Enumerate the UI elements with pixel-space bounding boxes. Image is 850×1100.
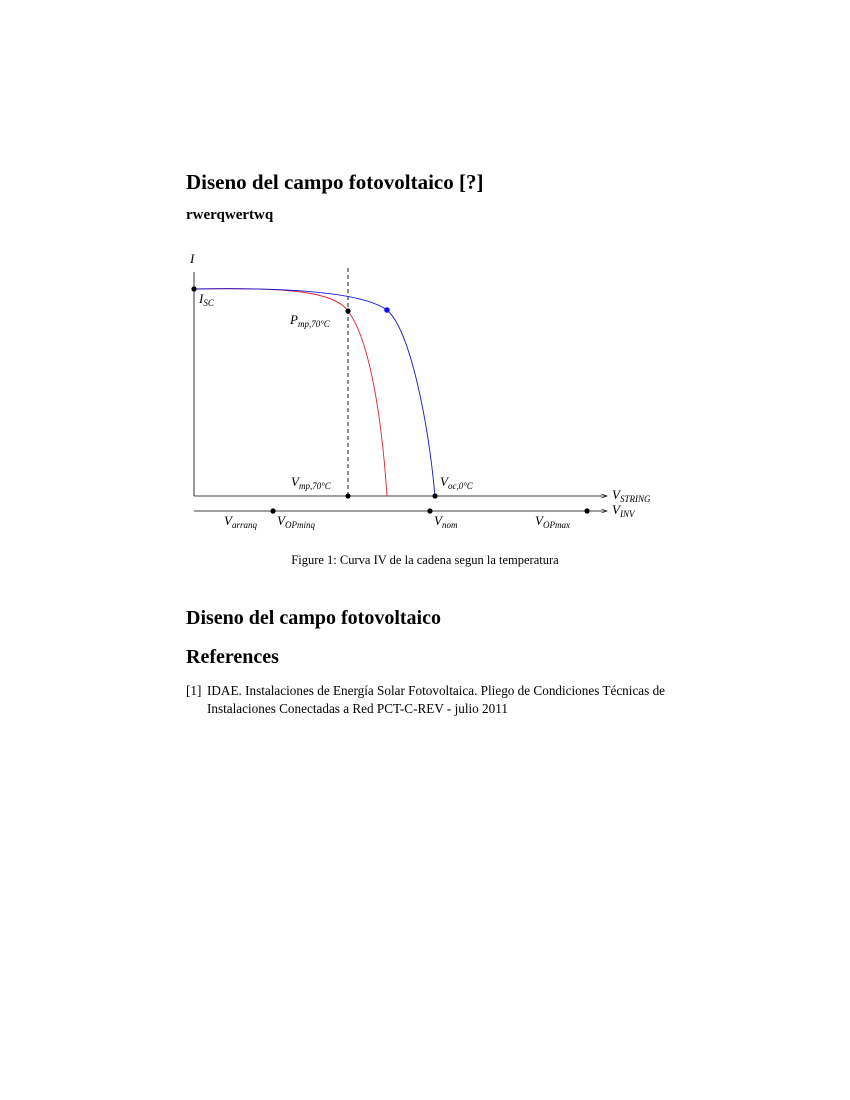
pmp0-point <box>384 307 390 313</box>
reference-entry: [1] IDAE. Instalaciones de Energía Solar… <box>0 682 850 722</box>
vopminq-point <box>270 508 276 514</box>
vopmax-point <box>584 508 590 514</box>
figure-caption: Figure 1: Curva IV de la cadena segun la… <box>291 553 559 567</box>
vopmax-label: VOPmax <box>535 513 570 530</box>
reference-text: IDAE. Instalaciones de Energía Solar Fot… <box>207 683 666 716</box>
isc-point <box>191 286 197 292</box>
voc0-point <box>432 493 438 499</box>
section-title-2: Diseno del campo fotovoltaico <box>186 607 441 629</box>
vinv-label: VINV <box>612 502 636 519</box>
pmp70-label: Pmp,70°C <box>289 312 331 329</box>
section-title-1: Diseno del campo fotovoltaico [?] <box>186 170 484 194</box>
vnom-label: Vnom <box>434 513 458 530</box>
i-axis-label: I <box>189 251 195 266</box>
varranq-label: Varranq <box>224 513 257 530</box>
vmp70-point <box>345 493 351 499</box>
reference-number: [1] <box>186 683 202 698</box>
subsection-title: rwerqwertwq <box>186 207 274 223</box>
vstring-label: VSTRING <box>612 487 651 504</box>
vnom-point <box>427 508 433 514</box>
vmp70-label: Vmp,70°C <box>291 474 332 491</box>
iv-curve-figure: I ISC Pmp,70°C Vmp,70°C Voc,0°C VSTRING … <box>189 251 651 530</box>
pmp70-point <box>345 308 351 314</box>
voc0-label: Voc,0°C <box>440 474 474 491</box>
vopminq-label: VOPminq <box>277 513 315 530</box>
references-title: References <box>186 646 279 668</box>
isc-label: ISC <box>198 291 215 308</box>
